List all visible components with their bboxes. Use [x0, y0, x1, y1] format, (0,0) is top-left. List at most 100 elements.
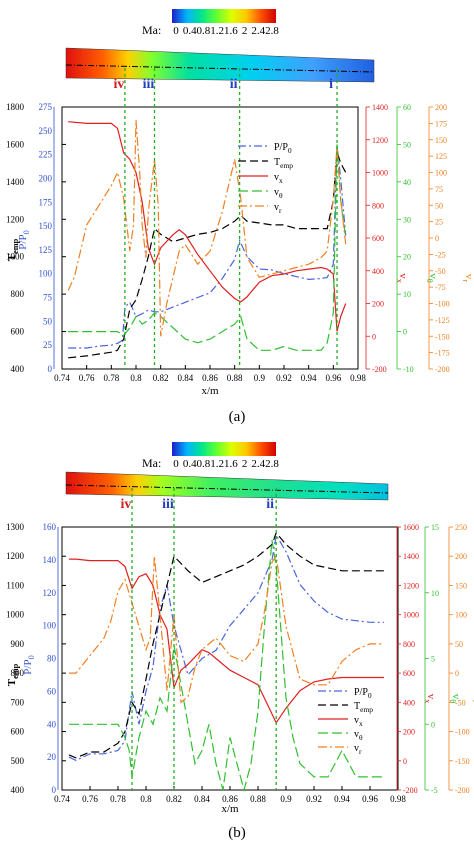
panel-label: (b) [228, 825, 246, 841]
pp-tick-label: 100 [43, 621, 57, 631]
vx-tick-label: 600 [403, 669, 415, 678]
vtheta-axis-label: vθ [448, 694, 462, 704]
vr-tick-label: -200 [435, 365, 450, 374]
vtheta-tick-label: -10 [403, 365, 414, 374]
colorbar-label: Ma: [142, 456, 161, 470]
vr-tick-label: 125 [435, 152, 447, 161]
legend-entry-label: P/P0 [354, 687, 372, 700]
mach-colorbar: Ma: 0 0.4 0.8 1.2 1.6 2 2.4 2.8 [142, 9, 279, 37]
vx-tick-label: 0 [403, 757, 407, 766]
vtheta-tick-label: 0 [431, 720, 435, 729]
x-tick-label: 0.86 [202, 373, 218, 383]
pp-axis-label: P/P0 [17, 230, 31, 249]
vx-tick-label: 200 [403, 728, 415, 737]
pp-tick-label: 160 [43, 522, 57, 532]
vr-tick-label: -50 [455, 698, 466, 707]
pp-tick-label: 75 [43, 293, 53, 303]
temp-tick-label: 1200 [6, 214, 25, 224]
pp-tick-label: 150 [39, 221, 53, 231]
section-marker-label: iii [162, 497, 174, 512]
vx-tick-label: 400 [372, 267, 384, 276]
vx-tick-label: -200 [372, 365, 387, 374]
nozzle-contour [65, 47, 375, 83]
temp-tick-label: 900 [11, 639, 25, 649]
x-tick-label: 0.88 [250, 794, 266, 804]
legend-entry-label: vr [354, 743, 362, 756]
temp-tick-label: 800 [11, 668, 25, 678]
vtheta-tick-label: 30 [403, 215, 411, 224]
colorbar-tick-label: 0 [173, 25, 179, 37]
section-marker-label: iv [113, 77, 124, 92]
x-tick-label: 0.76 [79, 373, 95, 383]
vr-tick-label: 50 [435, 201, 443, 210]
vr-tick-label: -150 [455, 757, 470, 766]
series-line-1 [68, 145, 347, 349]
vx-tick-label: 200 [372, 300, 384, 309]
pp-tick-label: 200 [39, 173, 53, 183]
vr-tick-label: -100 [435, 300, 450, 309]
vr-tick-label: 100 [435, 169, 447, 178]
temp-tick-label: 400 [11, 364, 25, 374]
temp-tick-label: 600 [11, 727, 25, 737]
temp-tick-label: 1800 [6, 102, 25, 112]
vx-axis: -200 0 200 400 600 800 1000 1200 1400 1600 vx [396, 523, 437, 795]
pp-tick-label: 140 [43, 555, 57, 565]
vr-axis: -200-150-100-50050100150200250vr [448, 523, 474, 795]
x-tick-label: 0.86 [222, 794, 238, 804]
vr-tick-label: -100 [455, 728, 470, 737]
colorbar-tick-label: 0.4 [183, 458, 197, 470]
x-tick-label: 0.78 [110, 794, 126, 804]
vx-tick-label: 1400 [372, 103, 388, 112]
vr-tick-label: 0 [455, 669, 459, 678]
series-group [68, 531, 384, 793]
temp-tick-label: 700 [11, 697, 25, 707]
temp-tick-label: 1300 [6, 522, 25, 532]
legend-entry-label: P/P0 [274, 142, 292, 155]
vr-tick-label: -200 [455, 786, 470, 795]
colorbar-tick-label: 1.2 [210, 25, 224, 37]
vx-tick-label: 1000 [403, 611, 419, 620]
vtheta-tick-label: 50 [403, 140, 411, 149]
section-markers: iv iii ii i [113, 68, 338, 369]
vr-axis-label: vr [461, 274, 474, 283]
vtheta-tick-label: 60 [403, 103, 411, 112]
legend: P/P0 Temp vx vθ vr [238, 142, 293, 215]
x-tick-label: 0.98 [390, 794, 406, 804]
x-tick-label: 0.94 [301, 373, 317, 383]
x-tick-label: 0.78 [103, 373, 119, 383]
temp-tick-label: 1100 [6, 580, 24, 590]
vtheta-axis: -10 0 10 20 30 40 50 60 vθ [396, 103, 439, 374]
colorbar-tick-label: 1.6 [224, 458, 238, 470]
x-tick-label: 0.76 [82, 794, 98, 804]
x-tick-label: 0.92 [306, 794, 322, 804]
nozzle-mach-field [65, 47, 375, 83]
pp-tick-label: 40 [47, 719, 57, 729]
colorbar-gradient [172, 9, 276, 23]
colorbar-tick-label: 1.6 [224, 25, 238, 37]
temp-tick-label: 1200 [6, 551, 25, 561]
vtheta-axis: -5 0 5 10 15 vθ [424, 523, 462, 795]
pp-tick-label: 25 [43, 340, 53, 350]
vx-tick-label: 1000 [372, 169, 388, 178]
pressure-ratio-axis: 0 25 50 75 100 125 150 175 200 225 250 275 P/P0 [17, 102, 55, 374]
vx-tick-label: 1600 [403, 523, 419, 532]
section-marker-label: iii [143, 77, 155, 92]
section-marker-label: iv [121, 497, 132, 512]
vr-tick-label: 200 [435, 103, 447, 112]
pp-tick-label: 250 [39, 126, 53, 136]
vtheta-tick-label: 10 [431, 589, 439, 598]
vtheta-tick-label: 20 [403, 253, 411, 262]
colorbar-tick-label: 2.8 [265, 25, 279, 37]
x-tick-label: 0.82 [166, 794, 182, 804]
pp-tick-label: 80 [47, 654, 57, 664]
x-axis-label: x/m [221, 803, 239, 815]
vtheta-tick-label: 40 [403, 178, 411, 187]
vtheta-tick-label: 5 [431, 655, 435, 664]
vx-tick-label: 1200 [372, 136, 388, 145]
series-line-1 [68, 533, 384, 762]
section-marker-label: ii [230, 77, 238, 92]
pp-axis-label: P/P0 [22, 655, 36, 674]
vx-tick-label: 0 [372, 332, 376, 341]
